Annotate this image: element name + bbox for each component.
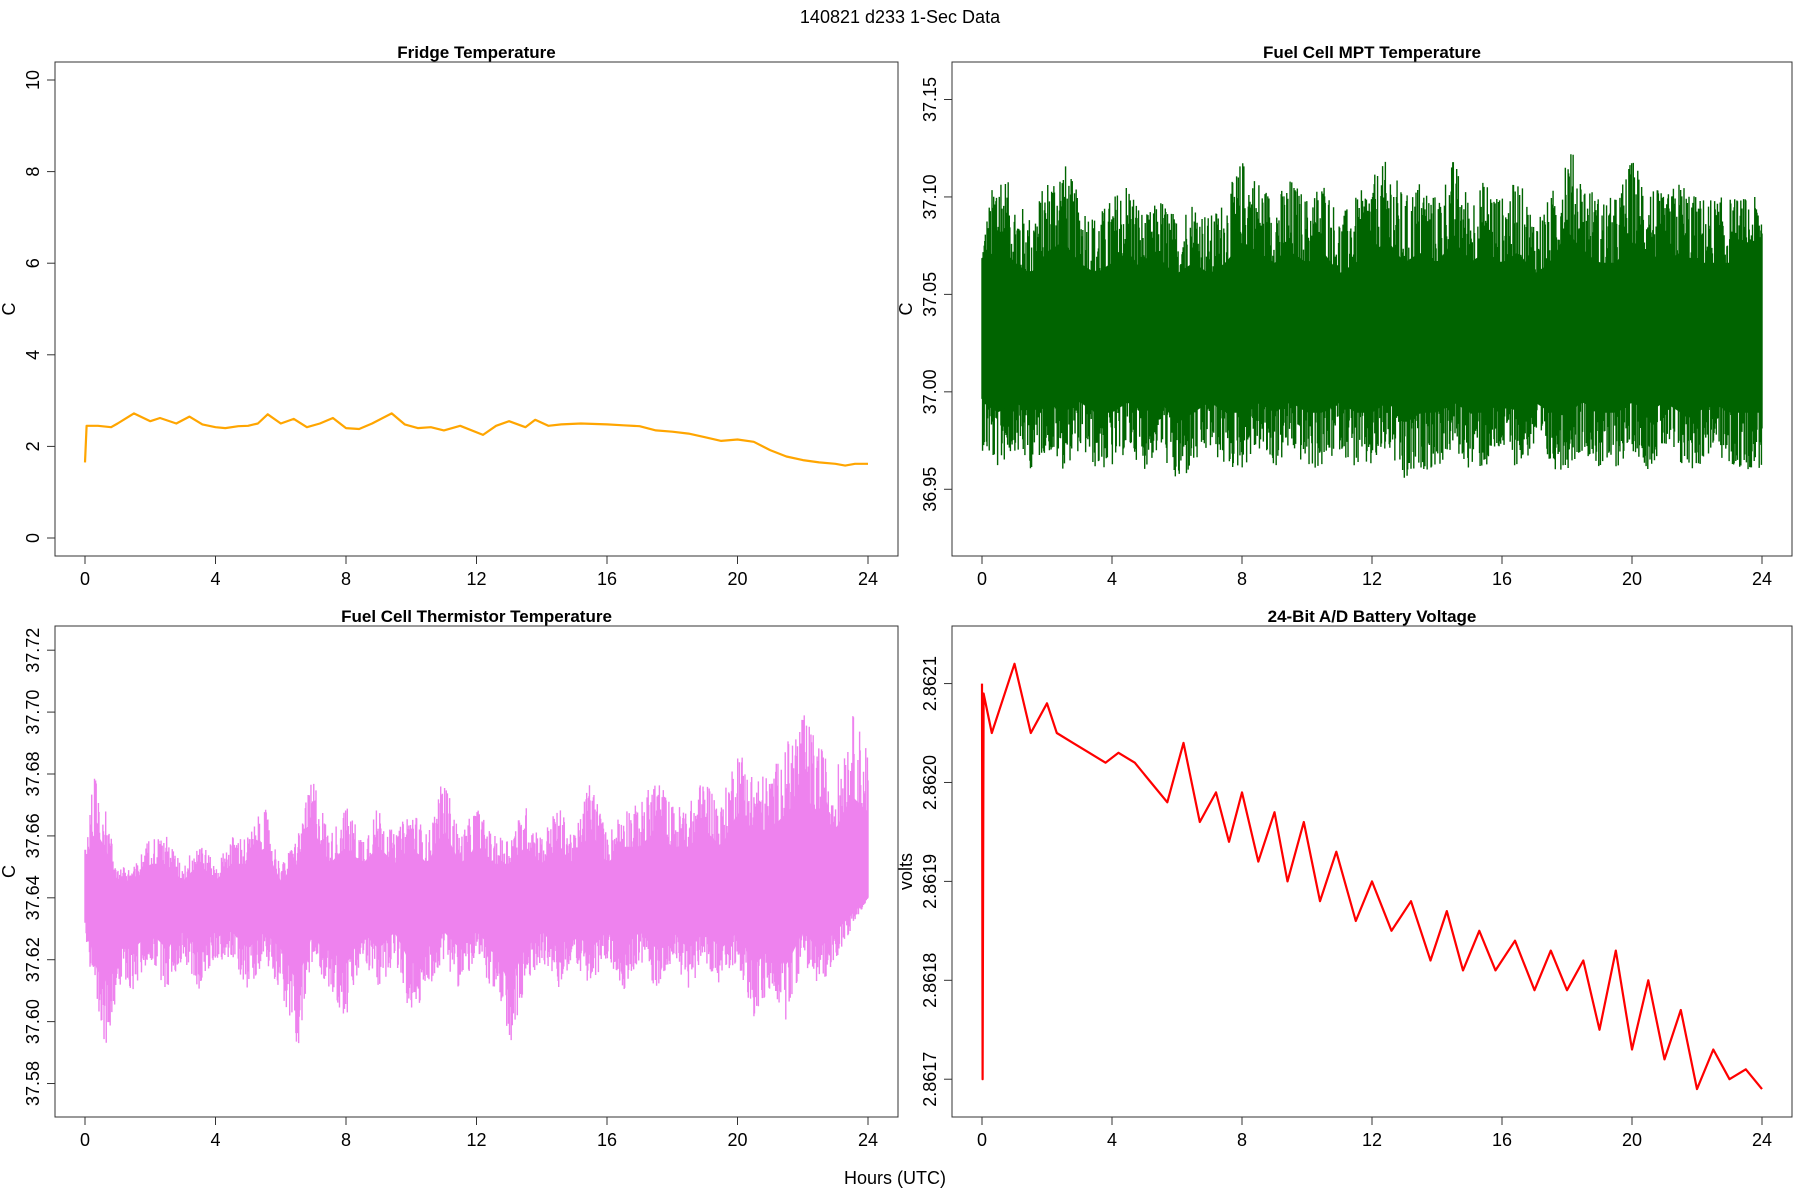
x-tick-label: 24	[1752, 569, 1772, 589]
x-tick-label: 16	[597, 569, 617, 589]
x-tick-label: 20	[727, 1130, 747, 1150]
y-axis-label: C	[0, 303, 19, 316]
plot-frame	[54, 61, 899, 557]
panel-title: Fuel Cell MPT Temperature	[1263, 43, 1481, 62]
panel-title: Fuel Cell Thermistor Temperature	[341, 607, 612, 626]
series-core-band	[85, 796, 868, 983]
y-tick-label: 37.60	[23, 999, 43, 1044]
y-tick-label: 2.8621	[920, 656, 940, 711]
y-tick-label: 37.15	[920, 77, 940, 122]
y-tick-label: 0	[23, 533, 43, 543]
x-tick-label: 12	[1362, 569, 1382, 589]
chart-panel-3: Fuel Cell Thermistor Temperature 0 4 8 12 16 2…	[0, 607, 899, 1150]
x-tick-label: 8	[341, 1130, 351, 1150]
x-tick-label: 4	[210, 1130, 220, 1150]
x-tick-label: 12	[466, 569, 486, 589]
panel-title: 24-Bit A/D Battery Voltage	[1268, 607, 1477, 626]
x-tick-label: 4	[210, 569, 220, 589]
y-tick-label: 37.64	[23, 875, 43, 920]
y-tick-label: 37.10	[920, 174, 940, 219]
series-core-band	[982, 230, 1762, 424]
y-tick-label: 2.8619	[920, 854, 940, 909]
shared-x-axis-label: Hours (UTC)	[844, 1168, 946, 1188]
y-tick-label: 37.68	[23, 751, 43, 796]
x-tick-label: 12	[466, 1130, 486, 1150]
y-axis-label: volts	[896, 853, 916, 890]
y-axis-label: C	[896, 303, 916, 316]
x-tick-label: 4	[1107, 569, 1117, 589]
y-tick-label: 37.00	[920, 369, 940, 414]
x-tick-label: 20	[727, 569, 747, 589]
x-tick-label: 20	[1622, 569, 1642, 589]
x-tick-label: 0	[80, 1130, 90, 1150]
y-tick-label: 37.62	[23, 937, 43, 982]
y-tick-label: 2.8618	[920, 953, 940, 1008]
y-tick-label: 4	[23, 350, 43, 360]
series-line	[83, 412, 868, 467]
y-tick-label: 37.70	[23, 690, 43, 735]
x-tick-label: 0	[80, 569, 90, 589]
y-tick-label: 37.05	[920, 272, 940, 317]
x-tick-label: 8	[341, 569, 351, 589]
y-tick-label: 37.58	[23, 1061, 43, 1106]
x-tick-label: 20	[1622, 1130, 1642, 1150]
x-tick-label: 8	[1237, 1130, 1247, 1150]
y-axis-label: C	[0, 865, 19, 878]
plot-frame	[951, 625, 1793, 1118]
x-tick-label: 16	[597, 1130, 617, 1150]
y-tick-label: 6	[23, 258, 43, 268]
figure-title: 140821 d233 1-Sec Data	[800, 7, 1001, 27]
x-tick-label: 16	[1492, 1130, 1512, 1150]
y-tick-label: 2	[23, 441, 43, 451]
series-line	[980, 662, 1763, 1091]
y-tick-label: 2.8620	[920, 755, 940, 810]
x-tick-label: 12	[1362, 1130, 1382, 1150]
y-tick-label: 8	[23, 167, 43, 177]
x-tick-label: 0	[977, 1130, 987, 1150]
y-tick-label: 36.95	[920, 467, 940, 512]
x-tick-label: 24	[1752, 1130, 1772, 1150]
chart-panel-4: 24-Bit A/D Battery Voltage 0 4 8 12 16 20 24 2.8…	[896, 607, 1793, 1150]
x-tick-label: 4	[1107, 1130, 1117, 1150]
x-tick-label: 16	[1492, 569, 1512, 589]
x-tick-label: 24	[858, 1130, 878, 1150]
y-tick-label: 37.66	[23, 813, 43, 858]
chart-panel-2: Fuel Cell MPT Temperature 0 4 8 12 16 20 24 36.9…	[896, 43, 1793, 589]
x-tick-label: 0	[977, 569, 987, 589]
panel-title: Fridge Temperature	[397, 43, 555, 62]
y-tick-label: 2.8617	[920, 1052, 940, 1107]
x-tick-label: 24	[858, 569, 878, 589]
x-tick-label: 8	[1237, 569, 1247, 589]
y-tick-label: 37.72	[23, 628, 43, 673]
y-tick-label: 10	[23, 70, 43, 90]
